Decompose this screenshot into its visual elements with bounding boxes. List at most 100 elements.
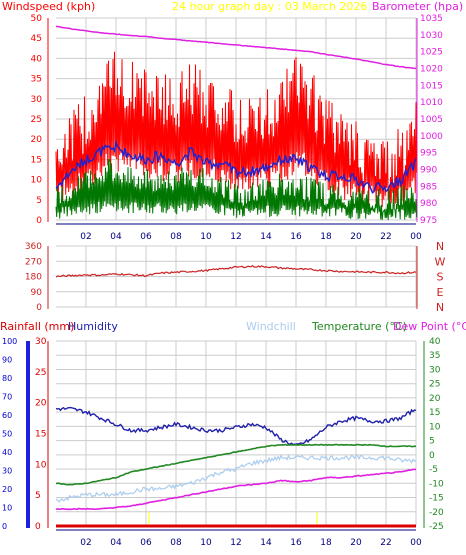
x-tick-label: 10 xyxy=(200,232,212,242)
humidity-tick-label: 30 xyxy=(35,337,47,347)
temperature-tick-label: 5 xyxy=(429,437,435,447)
rainfall-tick-label: 50 xyxy=(2,430,12,439)
rainfall-tick-label: 30 xyxy=(2,467,12,476)
x-tick-label: 04 xyxy=(110,538,122,548)
x-tick-label: 16 xyxy=(290,538,302,548)
x-tick-label: 06 xyxy=(140,232,152,242)
humidity-axis-title: Humidity xyxy=(68,320,118,333)
humidity-tick-label: 20 xyxy=(35,399,47,409)
x-tick-label: 20 xyxy=(350,538,362,548)
windspeed-tick-label: 5 xyxy=(36,196,42,206)
barometer-tick-label: 1000 xyxy=(420,132,443,142)
compass-label: S xyxy=(437,271,444,284)
x-tick-label: 08 xyxy=(170,538,182,548)
rainfall-tick-label: 0 xyxy=(2,522,7,531)
temperature-legend: Temperature (°C) xyxy=(311,320,407,333)
barometer-tick-label: 1035 xyxy=(420,14,443,24)
wind-low-series xyxy=(55,159,418,221)
x-tick-label: 12 xyxy=(230,538,241,548)
rainfall-axis-title: Rainfall (mm) xyxy=(0,320,74,333)
barometer-tick-label: 1025 xyxy=(420,48,443,58)
direction-tick-label: 180 xyxy=(25,273,42,283)
temperature-tick-label: 40 xyxy=(429,337,441,347)
windspeed-tick-label: 10 xyxy=(31,176,43,186)
direction-tick-label: 0 xyxy=(36,303,42,313)
direction-tick-label: 90 xyxy=(31,288,43,298)
windchill-legend: Windchill xyxy=(246,320,296,333)
temperature-tick-label: -5 xyxy=(429,465,438,475)
windspeed-tick-label: 30 xyxy=(31,95,43,105)
x-tick-label: 10 xyxy=(200,538,212,548)
x-tick-label: 02 xyxy=(80,538,91,548)
temperature-tick-label: 0 xyxy=(429,451,435,461)
temperature-tick-label: 20 xyxy=(429,394,441,404)
barometer-axis-title: Barometer (hpa) xyxy=(372,0,463,13)
wind-average-series xyxy=(55,139,417,194)
direction-tick-label: 270 xyxy=(25,257,42,267)
barometer-tick-label: 995 xyxy=(420,149,437,159)
windspeed-tick-label: 25 xyxy=(31,115,42,125)
graph-date-title: 24 hour graph day : 03 March 2026 xyxy=(172,0,367,13)
temperature-tick-label: 15 xyxy=(429,408,440,418)
wind-direction-series xyxy=(55,264,417,278)
dewpoint-legend: Dew Point (°C) xyxy=(393,320,466,333)
compass-label: E xyxy=(437,286,444,299)
barometer-tick-label: 985 xyxy=(420,182,437,192)
barometer-tick-label: 975 xyxy=(420,216,437,226)
windspeed-tick-label: 40 xyxy=(31,54,43,64)
rainfall-tick-label: 100 xyxy=(2,337,17,346)
windspeed-tick-label: 35 xyxy=(31,75,42,85)
humidity-tick-label: 5 xyxy=(35,491,41,501)
rainfall-tick-label: 40 xyxy=(2,448,12,457)
temperature-tick-label: 35 xyxy=(429,351,440,361)
windspeed-tick-label: 0 xyxy=(36,216,42,226)
temperature-humidity-panel: 4035302520151050-5-10-15-20-251009080706… xyxy=(2,337,444,548)
compass-label: N xyxy=(436,240,444,253)
temperature-tick-label: -25 xyxy=(429,522,444,532)
temperature-tick-label: 30 xyxy=(429,365,441,375)
x-tick-label: 12 xyxy=(230,232,241,242)
direction-tick-label: 360 xyxy=(25,242,42,252)
rainfall-tick-label: 80 xyxy=(2,374,12,383)
barometer-tick-label: 980 xyxy=(420,199,437,209)
compass-label: W xyxy=(435,255,446,268)
barometer-tick-label: 1030 xyxy=(420,31,443,41)
rainfall-tick-label: 10 xyxy=(2,504,12,513)
x-tick-label: 02 xyxy=(80,232,91,242)
rainfall-axis xyxy=(26,341,30,528)
temperature-tick-label: 25 xyxy=(429,380,440,390)
windspeed-tick-label: 20 xyxy=(31,135,43,145)
dewpoint-series xyxy=(55,468,416,511)
rainfall-tick-label: 90 xyxy=(2,356,12,365)
x-tick-label: 06 xyxy=(140,538,152,548)
x-tick-label: 00 xyxy=(410,232,422,242)
windspeed-axis-title: Windspeed (kph) xyxy=(2,0,95,13)
x-tick-label: 14 xyxy=(260,538,272,548)
humidity-tick-label: 25 xyxy=(35,368,46,378)
x-tick-label: 18 xyxy=(320,538,332,548)
compass-label: N xyxy=(436,301,444,314)
rainfall-tick-label: 70 xyxy=(2,393,12,402)
temperature-tick-label: -20 xyxy=(429,508,444,518)
windchill-series xyxy=(55,454,417,503)
windspeed-tick-label: 45 xyxy=(31,34,42,44)
temperature-series xyxy=(55,443,417,486)
x-tick-label: 22 xyxy=(380,232,391,242)
x-tick-label: 20 xyxy=(350,232,362,242)
x-tick-label: 08 xyxy=(170,232,182,242)
barometer-tick-label: 1015 xyxy=(420,81,443,91)
windspeed-tick-label: 50 xyxy=(31,14,43,24)
temperature-tick-label: 10 xyxy=(429,422,441,432)
temperature-tick-label: -15 xyxy=(429,494,444,504)
barometer-tick-label: 1005 xyxy=(420,115,443,125)
windspeed-tick-label: 15 xyxy=(31,155,42,165)
x-tick-label: 14 xyxy=(260,232,272,242)
wind-barometer-panel: 5045403530252015105010351030102510201015… xyxy=(31,14,444,242)
x-tick-label: 16 xyxy=(290,232,302,242)
rainfall-tick-label: 20 xyxy=(2,485,12,494)
humidity-tick-label: 15 xyxy=(35,430,46,440)
temperature-tick-label: -10 xyxy=(429,479,444,489)
barometer-tick-label: 1010 xyxy=(420,98,443,108)
